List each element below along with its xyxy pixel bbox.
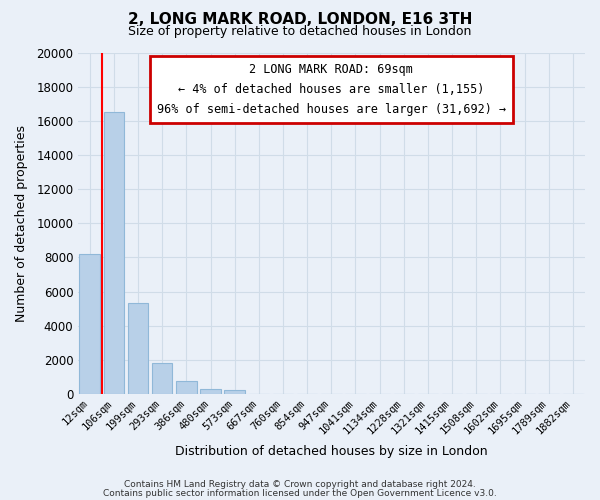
Y-axis label: Number of detached properties: Number of detached properties: [15, 124, 28, 322]
Text: 2 LONG MARK ROAD: 69sqm
← 4% of detached houses are smaller (1,155)
96% of semi-: 2 LONG MARK ROAD: 69sqm ← 4% of detached…: [157, 62, 506, 116]
Bar: [79, 254, 100, 394]
Text: Size of property relative to detached houses in London: Size of property relative to detached ho…: [128, 25, 472, 38]
Text: Contains public sector information licensed under the Open Government Licence v3: Contains public sector information licen…: [103, 488, 497, 498]
Bar: [200, 390, 221, 394]
Bar: [152, 364, 172, 394]
Text: Contains HM Land Registry data © Crown copyright and database right 2024.: Contains HM Land Registry data © Crown c…: [124, 480, 476, 489]
Text: 2, LONG MARK ROAD, LONDON, E16 3TH: 2, LONG MARK ROAD, LONDON, E16 3TH: [128, 12, 472, 28]
X-axis label: Distribution of detached houses by size in London: Distribution of detached houses by size …: [175, 444, 488, 458]
Bar: [104, 112, 124, 394]
Bar: [176, 381, 197, 394]
Bar: [224, 390, 245, 394]
Bar: [128, 304, 148, 394]
